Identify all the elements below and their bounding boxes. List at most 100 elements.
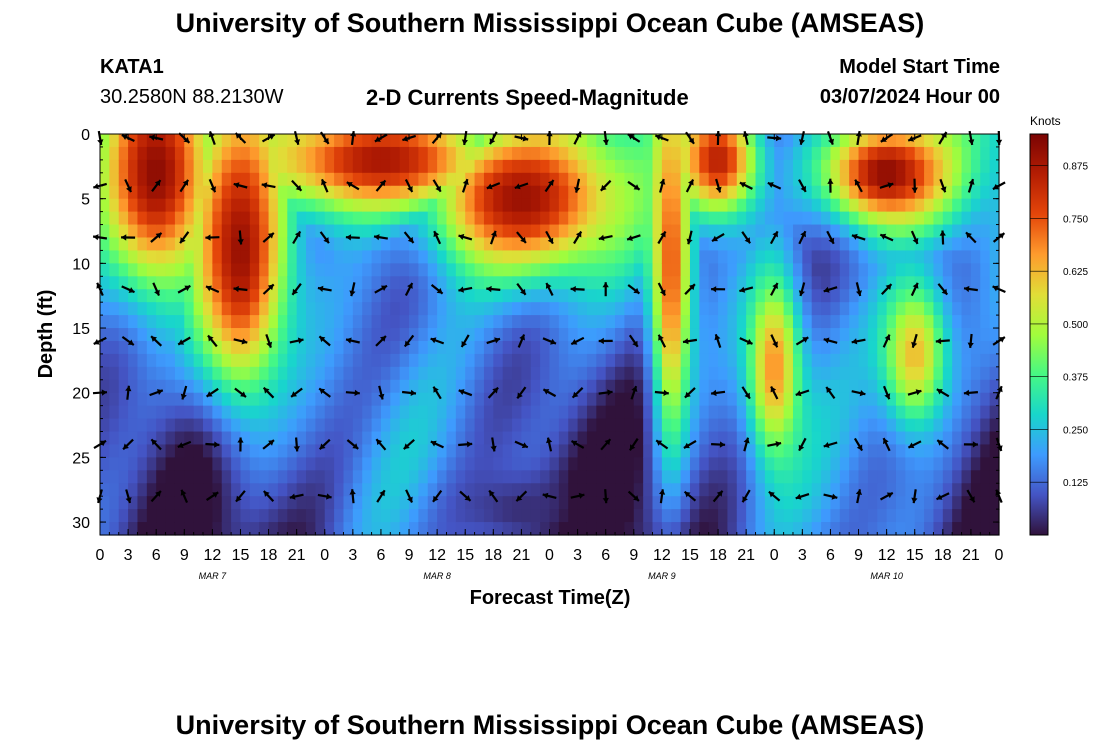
heatmap-cell (643, 431, 654, 446)
heatmap-cell (193, 211, 204, 226)
heatmap-cell (427, 379, 438, 394)
heatmap-cell (540, 444, 551, 458)
heatmap-cell (989, 224, 1000, 239)
current-arrow (741, 489, 751, 503)
heatmap-cell (118, 185, 129, 200)
heatmap-cell (483, 134, 494, 148)
heatmap-cell (128, 444, 139, 458)
heatmap-cell (334, 134, 345, 148)
heatmap-cell (259, 366, 270, 381)
heatmap-cell (380, 444, 391, 458)
heatmap-cell (221, 431, 232, 446)
heatmap-cell (371, 353, 382, 368)
current-arrow (404, 282, 414, 296)
heatmap-cell (502, 289, 513, 303)
heatmap-cell (558, 289, 569, 303)
heatmap-cell (530, 289, 541, 303)
heatmap-cell (736, 496, 747, 510)
heatmap-cell (905, 496, 916, 510)
heatmap-cell (549, 211, 560, 226)
heatmap-cell (380, 509, 391, 523)
heatmap-cell (502, 315, 513, 329)
arrow-head (683, 442, 690, 449)
heatmap-cell (746, 353, 757, 368)
heatmap-cell (671, 159, 682, 174)
heatmap-cell (980, 198, 991, 213)
heatmap-cell (446, 457, 457, 471)
heatmap-cell (764, 237, 775, 252)
heatmap-cell (755, 159, 766, 174)
heatmap-cell (727, 483, 738, 497)
heatmap-cell (371, 418, 382, 433)
arrow-head (629, 444, 636, 451)
heatmap-cell (727, 159, 738, 174)
heatmap-cell (792, 276, 803, 290)
heatmap-cell (474, 289, 485, 303)
arrow-head (546, 437, 553, 444)
heatmap-cell (680, 185, 691, 200)
heatmap-cell (156, 211, 167, 226)
heatmap-cell (858, 483, 869, 497)
heatmap-cell (802, 198, 813, 213)
heatmap-cell (933, 444, 944, 458)
current-arrow (741, 386, 751, 400)
heatmap-cell (493, 496, 504, 510)
heatmap-cell (455, 444, 466, 458)
heatmap-cell (736, 509, 747, 523)
heatmap-cell (249, 237, 260, 252)
heatmap-cell (165, 289, 176, 303)
heatmap-cell (165, 483, 176, 497)
heatmap-cell (586, 379, 597, 394)
heatmap-cell (530, 431, 541, 446)
current-arrow (177, 284, 191, 294)
heatmap-cell (165, 315, 176, 329)
arrow-head (180, 489, 187, 496)
heatmap-cell (586, 470, 597, 484)
arrow-head (887, 182, 894, 189)
heatmap-cell (811, 263, 822, 277)
arrow-head (93, 339, 100, 345)
heatmap-cell (942, 418, 953, 433)
heatmap-cell (418, 263, 429, 277)
heatmap-cell (137, 418, 148, 433)
heatmap-cell (334, 470, 345, 484)
arrow-head (571, 339, 578, 345)
heatmap-cell (549, 509, 560, 523)
heatmap-cell (643, 134, 654, 148)
heatmap-cell (615, 405, 626, 420)
heatmap-cell (933, 289, 944, 303)
heatmap-cell (811, 276, 822, 290)
heatmap-cell (165, 366, 176, 381)
heatmap-cell (952, 211, 963, 226)
heatmap-cell (277, 379, 288, 394)
heatmap-cell (259, 289, 270, 303)
heatmap-cell (774, 224, 785, 239)
heatmap-cell (802, 353, 813, 368)
heatmap-cell (568, 444, 579, 458)
heatmap-cell (718, 185, 729, 200)
heatmap-cell (746, 340, 757, 355)
heatmap-cell (718, 276, 729, 290)
heatmap-cell (268, 353, 279, 368)
heatmap-cell (895, 328, 906, 342)
current-arrow (963, 441, 978, 448)
heatmap-cell (409, 496, 419, 510)
heatmap-cell (755, 496, 766, 510)
arrow-head (826, 387, 832, 393)
heatmap-cell (764, 276, 775, 290)
heatmap-cell (259, 185, 270, 200)
model-start-label: Model Start Time (839, 56, 1000, 78)
heatmap-cell (287, 224, 298, 239)
heatmap-cell (455, 250, 466, 264)
arrow-head (151, 439, 158, 446)
heatmap-cell (568, 392, 579, 407)
heatmap-cell (680, 276, 691, 290)
heatmap-cell (933, 353, 944, 368)
heatmap-cell (989, 211, 1000, 226)
heatmap-cell (277, 134, 288, 148)
arrow-head (212, 492, 219, 498)
heatmap-cell (146, 315, 157, 329)
heatmap-cell (174, 340, 185, 355)
heatmap-cell (371, 366, 382, 381)
current-arrow (262, 439, 275, 450)
